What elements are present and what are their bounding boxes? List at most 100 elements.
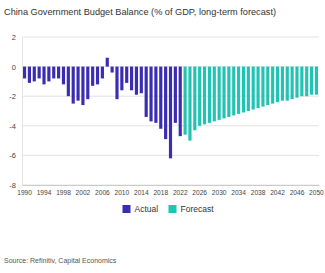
bar [208,67,211,123]
y-tick-label: 2 [12,33,16,42]
bar [57,67,60,79]
x-tick-label: 2022 [173,189,188,196]
bar [193,67,196,131]
x-tick: 2030 [212,185,227,196]
grid-line [22,37,319,38]
y-tick-label: -4 [9,122,16,131]
bar [164,67,167,140]
y-tick-label: -2 [9,92,16,101]
bar [52,67,55,79]
bar [174,67,177,123]
bar [252,67,255,110]
bar [67,67,70,97]
x-tick: 1994 [37,185,52,196]
x-axis: 1990199419982002200620102014201820222026… [17,185,324,196]
bar [115,67,118,100]
x-tick-label: 2050 [309,189,324,196]
bar [198,67,201,126]
title: China Government Budget Balance (% of GD… [4,7,276,17]
x-tick-label: 2042 [270,189,285,196]
bar [295,67,298,98]
bar [291,67,294,100]
x-tick: 2046 [290,185,305,196]
bar [154,67,157,123]
x-tick-label: 2002 [76,189,91,196]
bar [62,67,65,85]
x-tick-label: 2046 [290,189,305,196]
bar [72,67,75,104]
x-tick: 2034 [231,185,246,196]
bar [33,67,36,82]
x-axis-line [23,185,320,186]
legend-label: Forecast [181,204,215,214]
x-tick-label: 1994 [37,189,52,196]
x-tick: 2050 [309,185,324,196]
x-tick-label: 1990 [17,189,32,196]
legend: Actual Forecast [123,204,215,214]
x-tick-label: 1998 [56,189,71,196]
bar [169,67,172,159]
bar [91,67,94,86]
bar [38,67,41,79]
bar [305,67,308,97]
bar [28,67,31,83]
bar [218,67,221,120]
x-tick: 1998 [56,185,71,196]
x-tick: 2026 [192,185,207,196]
grid [22,37,319,185]
x-tick: 2010 [115,185,130,196]
bar [120,67,123,91]
x-tick-label: 2034 [231,189,246,196]
bar [242,67,245,113]
bar [101,67,104,79]
bar [310,67,313,95]
bar [271,67,274,104]
bar [237,67,240,114]
x-tick: 1990 [17,185,32,196]
bar [81,67,84,105]
bar [76,67,79,101]
bar [266,67,269,105]
x-tick-label: 2010 [115,189,130,196]
bar [261,67,264,107]
bar [96,67,99,85]
bar [42,67,45,85]
bar [222,67,225,119]
bar [276,67,279,103]
bar [184,67,187,135]
bar [130,67,133,91]
bar [106,58,109,67]
y-tick: -6 [9,151,22,160]
bar [203,67,206,125]
bar [140,67,143,94]
bar [125,67,128,83]
y-tick-label: -8 [9,181,16,190]
chart: China Government Budget Balance (% of GD… [0,0,325,273]
legend-label: Actual [135,204,159,214]
bar [281,67,284,101]
y-axis: -8 -6 -4 -2 0 2 [9,33,22,190]
bars [23,58,318,159]
bar [232,67,235,116]
bar [159,67,162,129]
bar [315,67,318,95]
bar [188,67,191,141]
x-tick-label: 2014 [134,189,149,196]
bar [179,67,182,137]
bar [300,67,303,97]
x-tick-label: 2030 [212,189,227,196]
bar [213,67,216,122]
y-tick: -2 [9,92,22,101]
bar [286,67,289,101]
bar [111,67,114,73]
bar [149,67,152,122]
y-tick: -4 [9,122,22,131]
y-tick-label: -6 [9,151,16,160]
x-tick-label: 2026 [192,189,207,196]
y-tick-label: 0 [12,63,16,72]
bar [247,67,250,111]
x-tick: 2038 [251,185,266,196]
bar [135,67,138,95]
y-tick: 0 [12,63,22,72]
y-axis-line [22,38,23,186]
